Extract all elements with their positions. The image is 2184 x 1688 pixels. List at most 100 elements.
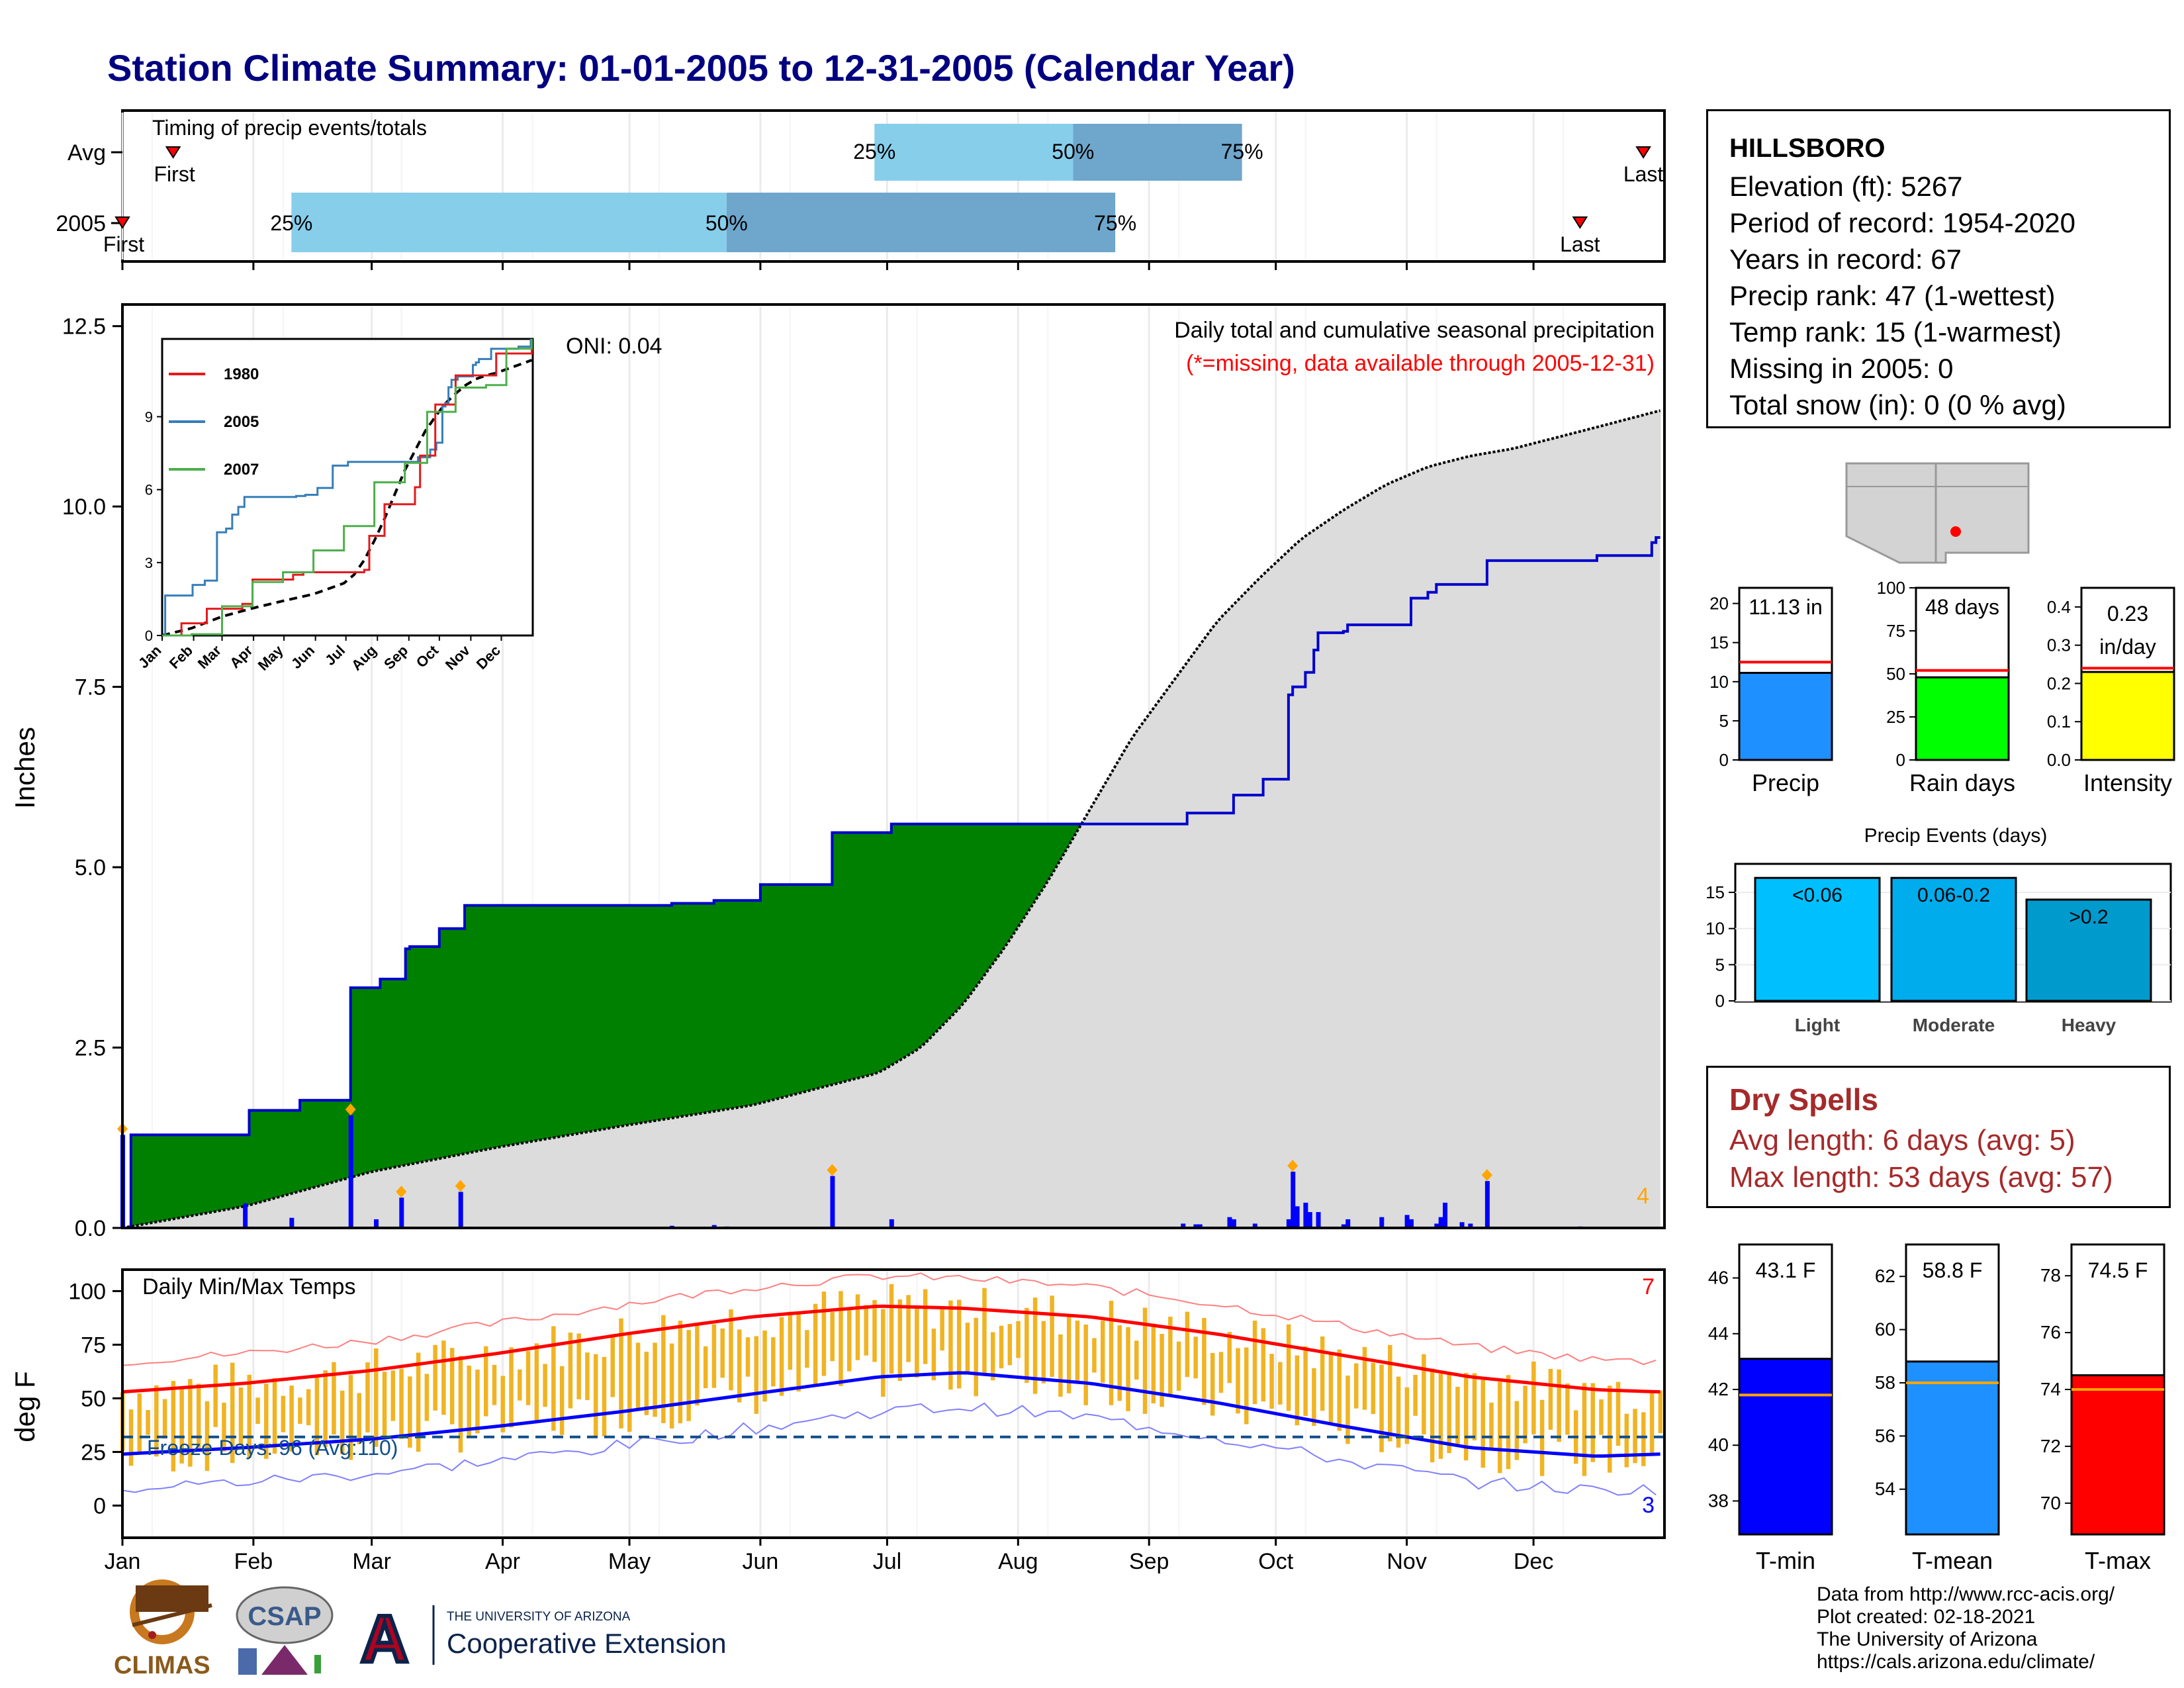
climas-logo-text: CLIMAS <box>114 1652 210 1679</box>
temp-bar-value <box>1738 1358 1833 1536</box>
daily-temp-range-bar <box>289 1385 294 1452</box>
temp-bar-value <box>1905 1360 2000 1536</box>
daily-temp-range-bar <box>146 1410 150 1435</box>
summary-bar-tick-label: 50 <box>1886 664 1905 684</box>
daily-temp-range-bar <box>374 1348 379 1447</box>
daily-temp-range-bar <box>323 1370 328 1447</box>
daily-temp-range-bar <box>509 1347 514 1428</box>
temp-bar-tick-label: 74 <box>2040 1379 2061 1399</box>
summary-bar-label: Rain days <box>1909 769 2015 796</box>
summary-bar-value <box>1915 676 2010 761</box>
daily-temp-range-bar <box>695 1325 700 1406</box>
daily-temp-range-bar <box>1160 1334 1164 1407</box>
temp-bar-tick-label: 76 <box>2040 1322 2061 1342</box>
daily-temp-range-bar <box>1176 1341 1181 1391</box>
inset-ytick-label: 0 <box>145 628 153 644</box>
daily-temp-range-bar <box>255 1397 260 1425</box>
oni-label: ONI: 0.04 <box>566 334 662 359</box>
temp-ylabel: deg F <box>9 1371 40 1442</box>
precip-events-value-label: <0.06 <box>1792 884 1843 906</box>
daily-temp-range-bar <box>1286 1324 1291 1411</box>
csap-logo-text: CSAP <box>248 1602 321 1631</box>
quartile-bar-low <box>291 193 727 252</box>
daily-temp-range-bar <box>357 1393 361 1444</box>
inset-legend-label: 2007 <box>224 461 259 479</box>
daily-precip-bar <box>374 1219 379 1228</box>
daily-temp-range-bar <box>399 1368 404 1439</box>
normal-cumulative-mask <box>122 410 1661 1229</box>
summary-bar-value <box>2080 671 2175 761</box>
summary-bar-tick-label: 20 <box>1709 594 1729 614</box>
temp-bar-value-label: 58.8 F <box>1923 1258 1983 1282</box>
daily-temp-range-bar <box>1531 1361 1536 1434</box>
daily-precip-bar <box>1231 1219 1236 1228</box>
temp-bar-tick-label: 70 <box>2040 1493 2061 1513</box>
daily-temp-range-bar <box>365 1362 370 1432</box>
daily-temp-range-bar <box>999 1325 1004 1369</box>
daily-temp-range-bar <box>1649 1391 1655 1453</box>
daily-temp-range-bar <box>1278 1362 1283 1405</box>
timing-panel: Avg 25% 50% 75% First Last 2005 25% 50% 75% First L… <box>56 109 1666 270</box>
temp-bar-value-label: 43.1 F <box>1756 1258 1816 1282</box>
daily-temp-range-bar <box>991 1332 995 1381</box>
quartile-bar-low <box>874 124 1073 181</box>
daily-precip-extreme-marker <box>827 1164 838 1176</box>
temp-bar-label: T-max <box>2085 1547 2151 1574</box>
daily-temp-range-bar <box>247 1374 252 1458</box>
inset-legend-label: 1980 <box>224 365 259 383</box>
daily-temp-range-bar <box>1041 1321 1046 1383</box>
temp-bar-tick-label: 60 <box>1875 1319 1895 1340</box>
temp-ytick-label: 50 <box>81 1386 106 1411</box>
daily-temp-range-bar <box>1633 1409 1637 1464</box>
daily-temp-range-bar <box>720 1328 725 1378</box>
daily-temp-range-bar <box>779 1317 784 1396</box>
daily-precip-bar <box>399 1197 404 1228</box>
daily-temp-range-bar <box>1142 1307 1148 1414</box>
page-title: Station Climate Summary: 01-01-2005 to 1… <box>107 47 1295 89</box>
summary-bar-tick-label: 25 <box>1886 707 1905 727</box>
daily-temp-range-bar <box>653 1342 657 1417</box>
daily-temp-range-bar <box>1066 1316 1071 1393</box>
daily-temp-range-bar <box>1430 1368 1435 1463</box>
daily-temp-range-bar <box>889 1284 894 1374</box>
daily-precip-bar <box>1438 1217 1443 1228</box>
summary-bar-tick-label: 0 <box>1719 750 1729 770</box>
summary-bar-value-label: 11.13 in <box>1749 595 1823 619</box>
temp-bar-tick-label: 62 <box>1875 1266 1895 1286</box>
precip-heading: Daily total and cumulative seasonal prec… <box>1174 318 1655 343</box>
daily-temp-range-bar <box>551 1326 556 1431</box>
quartile-label: 25% <box>270 211 312 235</box>
daily-temp-range-bar <box>162 1399 167 1439</box>
temp-bar-tick-label: 44 <box>1708 1323 1729 1344</box>
precip-corner-count: 4 <box>1637 1184 1649 1209</box>
daily-temp-range-bar <box>1100 1320 1105 1383</box>
daily-temp-range-bar <box>1658 1390 1663 1434</box>
month-label: Nov <box>1387 1549 1426 1574</box>
daily-temp-range-bar <box>534 1343 539 1423</box>
station-years: Years in record: 67 <box>1729 244 1962 275</box>
temp-bar-tick-label: 40 <box>1708 1434 1729 1455</box>
daily-precip-bar <box>1316 1212 1321 1228</box>
temp-bar-tick-label: 58 <box>1875 1372 1895 1393</box>
precip-events-title: Precip Events (days) <box>1864 825 2048 847</box>
daily-temp-range-bar <box>915 1307 919 1378</box>
daily-temp-range-bar <box>982 1288 987 1374</box>
daily-temp-range-bar <box>1624 1413 1629 1468</box>
precip-events-category-label: Light <box>1795 1015 1840 1035</box>
station-temp-rank: Temp rank: 15 (1-warmest) <box>1729 316 2062 348</box>
precip-ytick-label: 12.5 <box>62 314 106 340</box>
month-label: Jan <box>105 1549 141 1574</box>
temp-panel-label: Daily Min/Max Temps <box>142 1274 355 1299</box>
daily-temp-range-bar <box>855 1294 860 1360</box>
normal-cumulative-line <box>122 409 1661 1229</box>
summary-bar-tick-label: 0.4 <box>2047 597 2071 617</box>
ua-big-text: Cooperative Extension <box>447 1628 727 1659</box>
summary-bar-label: Intensity <box>2083 769 2172 796</box>
daily-temp-range-bar <box>416 1352 421 1452</box>
daily-precip-bar <box>348 1115 353 1228</box>
daily-temp-range-bar <box>1548 1368 1553 1430</box>
daily-temp-range-bar <box>1480 1378 1486 1468</box>
daily-temp-range-bar <box>1252 1320 1257 1405</box>
daily-temp-range-bar <box>1615 1382 1621 1446</box>
daily-temp-range-bar <box>475 1369 480 1434</box>
